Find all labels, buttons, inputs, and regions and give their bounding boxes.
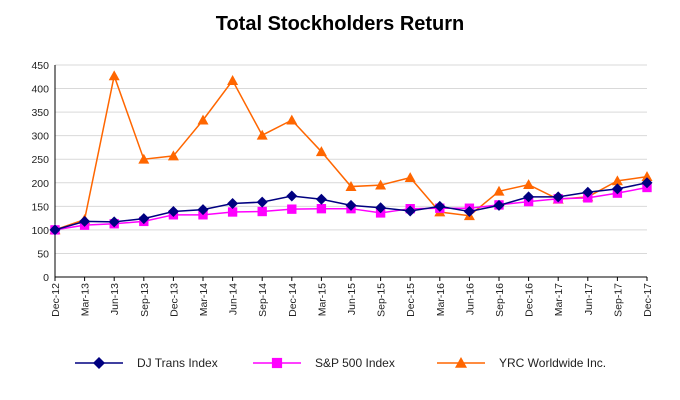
data-point	[345, 181, 357, 191]
chart-title: Total Stockholders Return	[215, 13, 465, 35]
data-point	[611, 175, 623, 186]
legend-label: S&P 500 Index	[315, 356, 395, 370]
data-point	[316, 204, 327, 214]
data-point	[286, 114, 298, 125]
y-tick-label: 350	[31, 107, 49, 119]
data-point	[375, 179, 387, 190]
data-point	[197, 114, 209, 125]
x-tick-label: Sep-17	[612, 283, 624, 317]
y-tick-label: 400	[31, 84, 49, 96]
y-tick-label: 250	[31, 154, 49, 166]
data-point	[463, 206, 475, 218]
data-point	[286, 190, 298, 202]
x-tick-label: Mar-13	[80, 283, 92, 316]
data-point	[49, 224, 61, 236]
x-tick-label: Sep-13	[139, 283, 151, 317]
x-tick-label: Jun-13	[109, 283, 121, 315]
data-point	[79, 215, 91, 227]
data-point	[197, 204, 209, 216]
x-tick-label: Jun-14	[228, 283, 240, 315]
x-tick-label: Mar-16	[435, 283, 447, 316]
x-tick-label: Mar-14	[198, 283, 210, 316]
data-point	[611, 183, 623, 195]
data-point	[227, 198, 239, 210]
data-point	[375, 202, 387, 214]
data-point	[641, 171, 653, 182]
data-point	[287, 204, 297, 214]
y-tick-label: 150	[31, 201, 49, 213]
x-tick-label: Sep-15	[376, 283, 388, 317]
legend-label: YRC Worldwide Inc.	[499, 356, 606, 370]
data-point	[523, 179, 535, 190]
x-tick-label: Jun-15	[346, 283, 358, 315]
data-point	[108, 70, 120, 81]
data-point	[138, 213, 150, 225]
y-tick-label: 100	[31, 225, 49, 237]
data-point	[138, 153, 150, 164]
data-point	[582, 186, 594, 198]
legend-marker	[271, 357, 283, 369]
x-tick-label: Sep-16	[494, 283, 506, 317]
x-tick-label: Dec-13	[168, 283, 180, 317]
legend-marker	[93, 357, 105, 369]
data-point	[434, 200, 446, 212]
data-point	[493, 185, 505, 196]
x-tick-label: Mar-17	[553, 283, 565, 316]
data-point	[167, 150, 179, 161]
x-tick-label: Dec-16	[524, 283, 536, 317]
data-point	[256, 196, 268, 208]
y-tick-label: 450	[31, 60, 49, 72]
data-point	[493, 199, 505, 211]
data-point	[256, 129, 268, 140]
x-tick-label: Dec-15	[405, 283, 417, 317]
y-tick-label: 50	[37, 248, 49, 260]
x-tick-label: Dec-12	[50, 283, 62, 317]
x-tick-label: Sep-14	[257, 283, 269, 317]
data-point	[523, 191, 535, 203]
data-point	[227, 207, 238, 217]
data-point	[315, 146, 327, 157]
data-point	[315, 193, 327, 205]
data-point	[257, 206, 267, 217]
x-tick-label: Mar-15	[316, 283, 328, 316]
data-point	[583, 193, 593, 203]
data-point	[227, 75, 239, 85]
x-tick-label: Dec-17	[642, 283, 654, 317]
data-point	[552, 191, 564, 203]
data-point	[641, 177, 653, 189]
data-point	[404, 172, 416, 182]
x-tick-label: Jun-17	[583, 283, 595, 315]
x-tick-label: Dec-14	[287, 283, 299, 317]
data-point	[345, 199, 357, 211]
legend-label: DJ Trans Index	[137, 356, 218, 370]
data-point	[404, 205, 416, 217]
y-tick-label: 0	[43, 272, 49, 284]
data-point	[167, 206, 179, 218]
y-tick-label: 300	[31, 131, 49, 143]
data-point	[108, 216, 120, 228]
x-tick-label: Jun-16	[464, 283, 476, 315]
legend-marker	[455, 357, 467, 368]
y-tick-label: 200	[31, 178, 49, 190]
